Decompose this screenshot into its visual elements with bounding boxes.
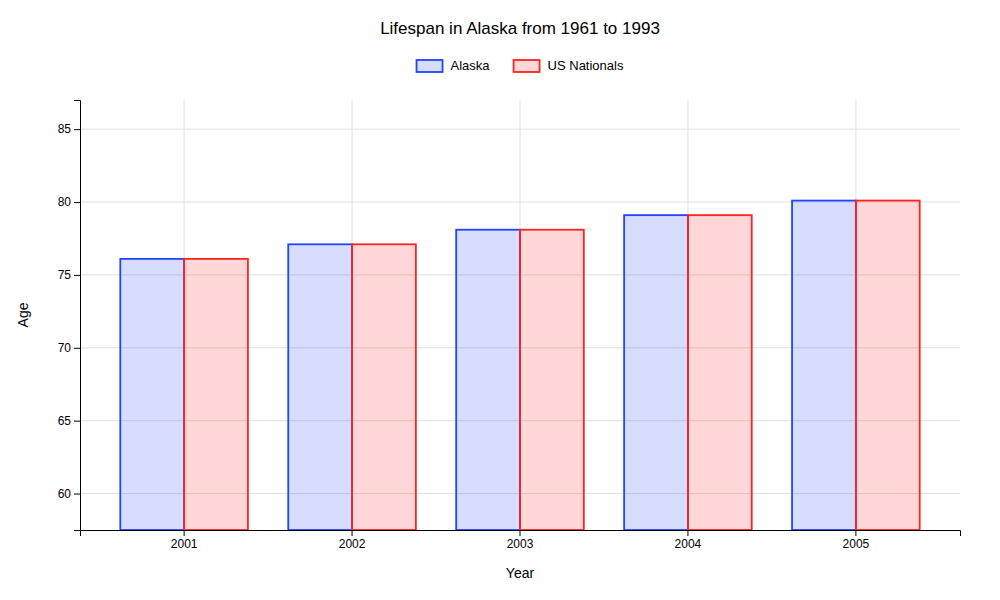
bar	[120, 259, 184, 530]
bar	[792, 201, 856, 530]
legend-swatch	[417, 60, 443, 72]
x-tick-mark	[184, 530, 185, 536]
bar	[688, 215, 752, 530]
legend-swatch	[514, 60, 540, 72]
bar	[184, 259, 248, 530]
x-tick-label: 2002	[339, 537, 366, 551]
legend: Alaska US Nationals	[417, 58, 624, 73]
y-tick-label: 75	[58, 268, 72, 282]
x-tick-label: 2005	[843, 537, 870, 551]
y-tick-mark	[74, 129, 80, 130]
x-tick: 2002	[339, 530, 366, 551]
y-tick-label: 70	[58, 341, 72, 355]
x-tick: 2003	[507, 530, 534, 551]
bar	[456, 230, 520, 530]
y-axis-line	[74, 101, 81, 531]
legend-item: US Nationals	[514, 58, 624, 73]
bar-series	[120, 201, 856, 530]
x-tick: 2001	[171, 530, 198, 551]
x-tick-mark	[352, 530, 353, 536]
chart-svg: 2001 2002 2003 2004 2005 60 65 70 75 80 85 Year Age L…	[0, 0, 1000, 600]
x-tick: 2004	[675, 530, 702, 551]
legend-label: US Nationals	[548, 58, 624, 73]
legend-item: Alaska	[417, 58, 491, 73]
x-axis-line	[81, 531, 961, 537]
y-tick: 70	[58, 341, 80, 355]
y-tick: 85	[58, 122, 80, 136]
y-tick-mark	[74, 348, 80, 349]
grid	[80, 100, 960, 530]
y-axis: 60 65 70 75 80 85	[58, 101, 81, 531]
bar	[624, 215, 688, 530]
bar	[520, 230, 584, 530]
y-tick: 60	[58, 487, 80, 501]
legend-label: Alaska	[451, 58, 491, 73]
x-axis: 2001 2002 2003 2004 2005	[81, 530, 961, 551]
bar	[856, 201, 920, 530]
x-tick-label: 2001	[171, 537, 198, 551]
y-tick: 75	[58, 268, 80, 282]
x-tick-mark	[855, 530, 856, 536]
x-axis-title: Year	[506, 565, 535, 581]
y-tick-mark	[74, 421, 80, 422]
plot-area: 2001 2002 2003 2004 2005 60 65 70 75 80 85	[58, 100, 961, 551]
y-tick-mark	[74, 202, 80, 203]
y-tick-label: 85	[58, 122, 72, 136]
y-axis-title: Age	[15, 302, 31, 327]
bar-series	[184, 201, 920, 530]
y-tick-mark	[74, 494, 80, 495]
x-tick-mark	[687, 530, 688, 536]
y-tick: 65	[58, 414, 80, 428]
y-tick-label: 60	[58, 487, 72, 501]
bar	[352, 244, 416, 530]
y-tick-label: 80	[58, 195, 72, 209]
x-tick-label: 2004	[675, 537, 702, 551]
chart-container: 2001 2002 2003 2004 2005 60 65 70 75 80 85 Year Age L…	[0, 0, 1000, 600]
chart-title: Lifespan in Alaska from 1961 to 1993	[380, 19, 660, 38]
x-tick: 2005	[843, 530, 870, 551]
x-tick-label: 2003	[507, 537, 534, 551]
bars	[120, 201, 919, 530]
y-tick-label: 65	[58, 414, 72, 428]
bar	[288, 244, 352, 530]
y-tick-mark	[74, 275, 80, 276]
x-tick-mark	[520, 530, 521, 536]
y-tick: 80	[58, 195, 80, 209]
